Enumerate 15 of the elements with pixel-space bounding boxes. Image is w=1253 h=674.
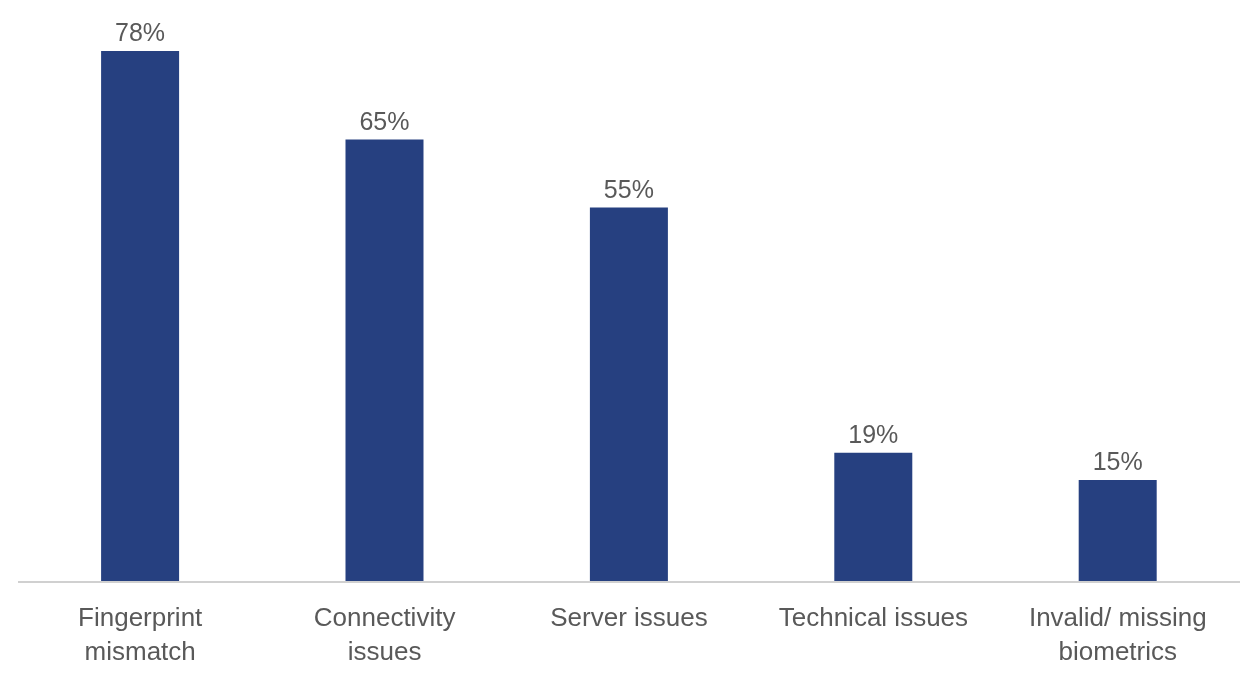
x-tick-label: Technical issues xyxy=(778,602,969,632)
bar xyxy=(1078,479,1157,582)
x-tick-label: Server issues xyxy=(550,602,708,632)
bar xyxy=(101,51,180,582)
bar xyxy=(589,207,668,582)
data-label: 55% xyxy=(603,174,654,203)
data-label: 65% xyxy=(359,106,410,135)
bar xyxy=(834,452,913,582)
x-tick-label: Connectivity issues xyxy=(313,602,456,666)
data-label: 19% xyxy=(848,419,899,448)
x-tick-label: Fingerprint mismatch xyxy=(78,602,204,666)
data-label: 78% xyxy=(115,18,166,46)
bar xyxy=(345,139,424,582)
data-label: 15% xyxy=(1092,446,1143,475)
x-tick-label: Invalid/ missing biometrics xyxy=(1028,602,1207,666)
